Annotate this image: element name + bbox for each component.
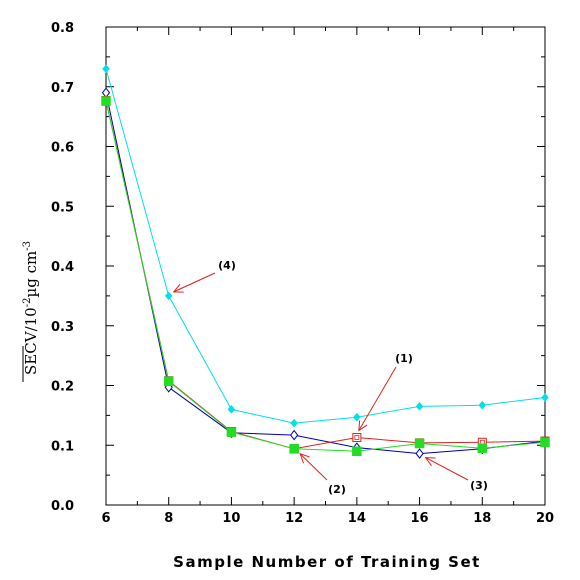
y-axis-title-main: SECV/10 bbox=[22, 307, 40, 375]
series-line bbox=[105, 68, 546, 424]
y-tick-label: 0.4 bbox=[51, 260, 74, 275]
annotations: (4) (1) (2) (3) bbox=[172, 259, 488, 496]
svg-text:SECV/10-2µg cm-3: SECV/10-2µg cm-3 bbox=[22, 241, 40, 375]
annotation-arrow bbox=[299, 453, 328, 481]
data-point bbox=[415, 448, 424, 459]
annotation-arrowhead bbox=[424, 457, 436, 466]
annotation-arrowhead bbox=[172, 283, 184, 293]
annotation-label: (2) bbox=[328, 483, 346, 496]
annotation-arrow bbox=[358, 366, 397, 431]
data-point bbox=[290, 429, 299, 441]
x-tick-label: 16 bbox=[411, 511, 429, 526]
data-point bbox=[101, 96, 111, 106]
data-point bbox=[290, 418, 298, 428]
tick-labels: 6 8 10 12 14 16 18 20 0.0 0.1 0.2 0.3 0.4 0.5 0.6 0.7 0.… bbox=[51, 21, 554, 526]
annotation-arrowhead bbox=[299, 453, 310, 464]
annotation-arrow bbox=[173, 272, 216, 293]
series-markers bbox=[101, 64, 550, 459]
x-tick-label: 12 bbox=[285, 511, 303, 526]
data-point bbox=[163, 376, 174, 387]
data-point-inner bbox=[354, 435, 360, 440]
series-lines bbox=[105, 68, 546, 455]
y-tick-label: 0.1 bbox=[51, 439, 74, 454]
x-tick-label: 8 bbox=[164, 511, 173, 526]
data-point bbox=[415, 402, 424, 411]
data-point bbox=[102, 64, 110, 74]
x-tick-label: 6 bbox=[101, 511, 110, 526]
data-point bbox=[352, 432, 362, 442]
annotation-label: (1) bbox=[395, 352, 413, 365]
data-point bbox=[478, 400, 487, 410]
x-tick-label: 20 bbox=[536, 511, 554, 526]
series-line bbox=[105, 92, 546, 455]
data-point bbox=[541, 393, 549, 402]
y-axis-title-exp1: -2 bbox=[22, 298, 33, 308]
axis-ticks bbox=[105, 26, 546, 506]
x-tick-label: 18 bbox=[473, 511, 491, 526]
y-tick-label: 0.3 bbox=[51, 320, 74, 335]
annotation-label: (3) bbox=[470, 479, 488, 492]
data-point bbox=[352, 446, 362, 456]
y-axis-title-unit: µg cm bbox=[22, 251, 40, 298]
y-tick-label: 0.7 bbox=[51, 81, 74, 96]
y-tick-label: 0.0 bbox=[51, 499, 74, 514]
y-tick-label: 0.8 bbox=[51, 21, 74, 36]
data-point bbox=[164, 291, 173, 301]
y-tick-label: 0.6 bbox=[51, 141, 74, 156]
data-point bbox=[226, 427, 237, 437]
annotation-label: (4) bbox=[218, 259, 236, 272]
annotation-arrowhead bbox=[358, 420, 368, 432]
data-point bbox=[289, 444, 299, 454]
y-axis-title: SECV/10-2µg cm-3 bbox=[22, 241, 40, 382]
x-tick-label: 10 bbox=[222, 511, 240, 526]
data-point bbox=[353, 412, 361, 422]
y-axis-title-exp2: -3 bbox=[22, 241, 33, 251]
data-point bbox=[477, 443, 488, 453]
y-tick-label: 0.2 bbox=[51, 380, 74, 395]
x-tick-label: 14 bbox=[348, 511, 366, 526]
annotation-arrow bbox=[425, 457, 469, 481]
data-point bbox=[540, 437, 550, 448]
data-point bbox=[414, 438, 425, 449]
y-tick-label: 0.5 bbox=[51, 200, 74, 215]
series-line bbox=[105, 100, 546, 452]
x-axis-title: Sample Number of Training Set bbox=[173, 553, 481, 571]
data-point bbox=[227, 405, 236, 414]
